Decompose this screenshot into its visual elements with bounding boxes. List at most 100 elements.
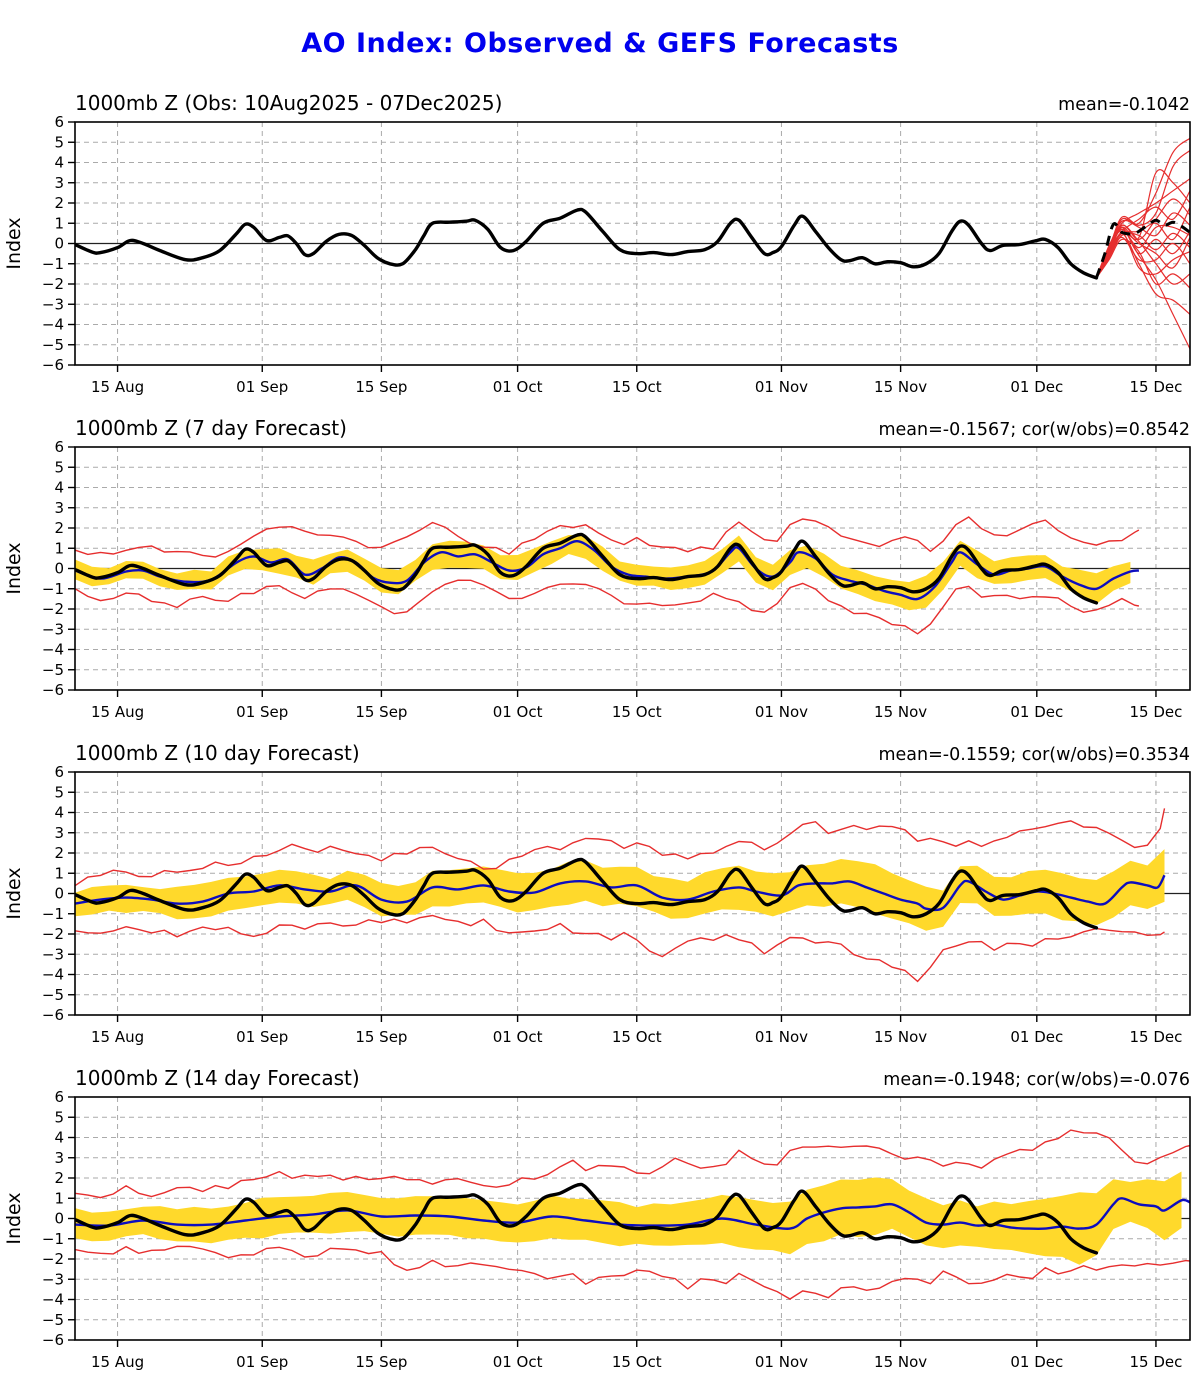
svg-text:15 Dec: 15 Dec — [1130, 703, 1183, 721]
svg-text:3: 3 — [54, 1149, 64, 1167]
svg-text:15 Nov: 15 Nov — [874, 703, 927, 721]
svg-text:01 Nov: 01 Nov — [755, 1353, 808, 1371]
svg-text:4: 4 — [54, 804, 64, 822]
panel-observed-stats: mean=-0.1042 — [1058, 95, 1190, 115]
svg-text:−1: −1 — [42, 580, 64, 598]
svg-text:01 Dec: 01 Dec — [1010, 703, 1063, 721]
svg-text:01 Sep: 01 Sep — [236, 378, 288, 396]
svg-text:5: 5 — [54, 1108, 64, 1126]
svg-text:3: 3 — [54, 499, 64, 517]
svg-text:15 Oct: 15 Oct — [612, 1028, 662, 1046]
y-axis-label: Index — [3, 217, 25, 269]
svg-text:−5: −5 — [42, 986, 64, 1004]
svg-text:01 Nov: 01 Nov — [755, 378, 808, 396]
svg-text:01 Oct: 01 Oct — [493, 378, 543, 396]
svg-text:−6: −6 — [42, 356, 64, 374]
svg-text:2: 2 — [54, 194, 64, 212]
svg-text:2: 2 — [54, 844, 64, 862]
svg-text:−5: −5 — [42, 661, 64, 679]
svg-text:6: 6 — [54, 113, 64, 131]
svg-text:3: 3 — [54, 824, 64, 842]
panel-7day-stats: mean=-0.1567; cor(w/obs)=0.8542 — [878, 420, 1190, 440]
svg-text:15 Nov: 15 Nov — [874, 1028, 927, 1046]
panel-observed-title: 1000mb Z (Obs: 10Aug2025 - 07Dec2025) — [75, 91, 502, 115]
svg-text:5: 5 — [54, 458, 64, 476]
svg-text:15 Oct: 15 Oct — [612, 378, 662, 396]
svg-text:1: 1 — [54, 864, 64, 882]
svg-text:−1: −1 — [42, 905, 64, 923]
svg-text:−2: −2 — [42, 925, 64, 943]
panel-14day-title: 1000mb Z (14 day Forecast) — [75, 1066, 360, 1090]
svg-text:15 Sep: 15 Sep — [355, 378, 407, 396]
panel-14day-stats: mean=-0.1948; cor(w/obs)=-0.076 — [883, 1070, 1190, 1090]
svg-text:6: 6 — [54, 763, 64, 781]
panel-10day-title: 1000mb Z (10 day Forecast) — [75, 741, 360, 765]
svg-text:−6: −6 — [42, 1006, 64, 1024]
svg-text:−6: −6 — [42, 681, 64, 699]
svg-text:15 Aug: 15 Aug — [91, 703, 144, 721]
svg-text:4: 4 — [54, 1129, 64, 1147]
svg-text:15 Sep: 15 Sep — [355, 1028, 407, 1046]
svg-text:−6: −6 — [42, 1331, 64, 1349]
svg-text:01 Oct: 01 Oct — [493, 703, 543, 721]
svg-text:01 Sep: 01 Sep — [236, 1028, 288, 1046]
svg-text:01 Nov: 01 Nov — [755, 703, 808, 721]
svg-text:1: 1 — [54, 1189, 64, 1207]
svg-text:01 Nov: 01 Nov — [755, 1028, 808, 1046]
svg-text:0: 0 — [54, 560, 64, 578]
svg-text:2: 2 — [54, 519, 64, 537]
svg-text:4: 4 — [54, 479, 64, 497]
svg-text:−1: −1 — [42, 255, 64, 273]
svg-text:15 Aug: 15 Aug — [91, 1353, 144, 1371]
svg-text:5: 5 — [54, 133, 64, 151]
svg-text:0: 0 — [54, 235, 64, 253]
svg-text:−1: −1 — [42, 1230, 64, 1248]
panel-observed-plot: 6 5 4 3 2 1 0 −1 −2 −3 −4 −5 −6 15 Aug 01 Sep 15 Sep 01 … — [3, 113, 1191, 396]
svg-text:6: 6 — [54, 438, 64, 456]
svg-text:15 Oct: 15 Oct — [612, 703, 662, 721]
panel-7day-title: 1000mb Z (7 day Forecast) — [75, 416, 347, 440]
svg-text:01 Dec: 01 Dec — [1010, 378, 1063, 396]
svg-text:−5: −5 — [42, 1311, 64, 1329]
svg-text:−4: −4 — [42, 966, 64, 984]
panel-10day-plot: 6 5 4 3 2 1 0 −1 −2 −3 −4 −5 −6 15 Aug 01 Sep 15 Sep 01 … — [3, 763, 1191, 1046]
y-axis-label: Index — [3, 1192, 25, 1244]
svg-text:15 Aug: 15 Aug — [91, 378, 144, 396]
svg-text:15 Sep: 15 Sep — [355, 1353, 407, 1371]
page-title: AO Index: Observed & GEFS Forecasts — [301, 27, 899, 59]
panel-14day-plot: 6 5 4 3 2 1 0 −1 −2 −3 −4 −5 −6 15 Aug 01 Sep 15 Sep 01 … — [3, 1088, 1191, 1371]
svg-text:1: 1 — [54, 214, 64, 232]
svg-text:01 Dec: 01 Dec — [1010, 1353, 1063, 1371]
svg-text:−4: −4 — [42, 641, 64, 659]
svg-text:01 Oct: 01 Oct — [493, 1028, 543, 1046]
svg-text:−5: −5 — [42, 336, 64, 354]
svg-text:3: 3 — [54, 174, 64, 192]
svg-text:15 Nov: 15 Nov — [874, 378, 927, 396]
svg-text:−3: −3 — [42, 1270, 64, 1288]
svg-text:15 Nov: 15 Nov — [874, 1353, 927, 1371]
svg-text:2: 2 — [54, 1169, 64, 1187]
svg-text:01 Sep: 01 Sep — [236, 703, 288, 721]
svg-text:6: 6 — [54, 1088, 64, 1106]
svg-text:15 Sep: 15 Sep — [355, 703, 407, 721]
panel-7day-plot: 6 5 4 3 2 1 0 −1 −2 −3 −4 −5 −6 15 Aug 01 Sep 15 Sep 01 … — [3, 438, 1191, 721]
y-axis-label: Index — [3, 542, 25, 594]
svg-text:−4: −4 — [42, 1291, 64, 1309]
svg-text:01 Oct: 01 Oct — [493, 1353, 543, 1371]
svg-text:−2: −2 — [42, 600, 64, 618]
svg-text:0: 0 — [54, 885, 64, 903]
svg-text:4: 4 — [54, 154, 64, 172]
y-axis-label: Index — [3, 867, 25, 919]
svg-text:1: 1 — [54, 539, 64, 557]
panel-observed: 1000mb Z (Obs: 10Aug2025 - 07Dec2025) me… — [3, 91, 1191, 396]
svg-text:15 Oct: 15 Oct — [612, 1353, 662, 1371]
svg-text:−3: −3 — [42, 295, 64, 313]
panel-7day-forecast: 1000mb Z (7 day Forecast) mean=-0.1567; … — [3, 416, 1191, 721]
svg-text:01 Sep: 01 Sep — [236, 1353, 288, 1371]
svg-text:0: 0 — [54, 1210, 64, 1228]
svg-text:15 Dec: 15 Dec — [1130, 378, 1183, 396]
svg-text:−2: −2 — [42, 275, 64, 293]
svg-text:5: 5 — [54, 783, 64, 801]
svg-text:15 Dec: 15 Dec — [1130, 1028, 1183, 1046]
panel-14day-forecast: 1000mb Z (14 day Forecast) mean=-0.1948;… — [3, 1066, 1191, 1371]
